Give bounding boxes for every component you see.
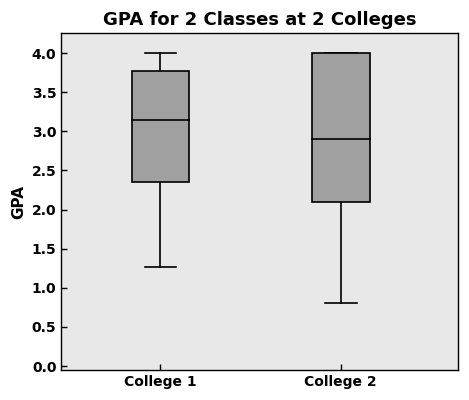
Y-axis label: GPA: GPA xyxy=(11,185,26,219)
Bar xyxy=(132,71,189,182)
Title: GPA for 2 Classes at 2 Colleges: GPA for 2 Classes at 2 Colleges xyxy=(103,11,416,29)
Bar xyxy=(312,53,370,202)
